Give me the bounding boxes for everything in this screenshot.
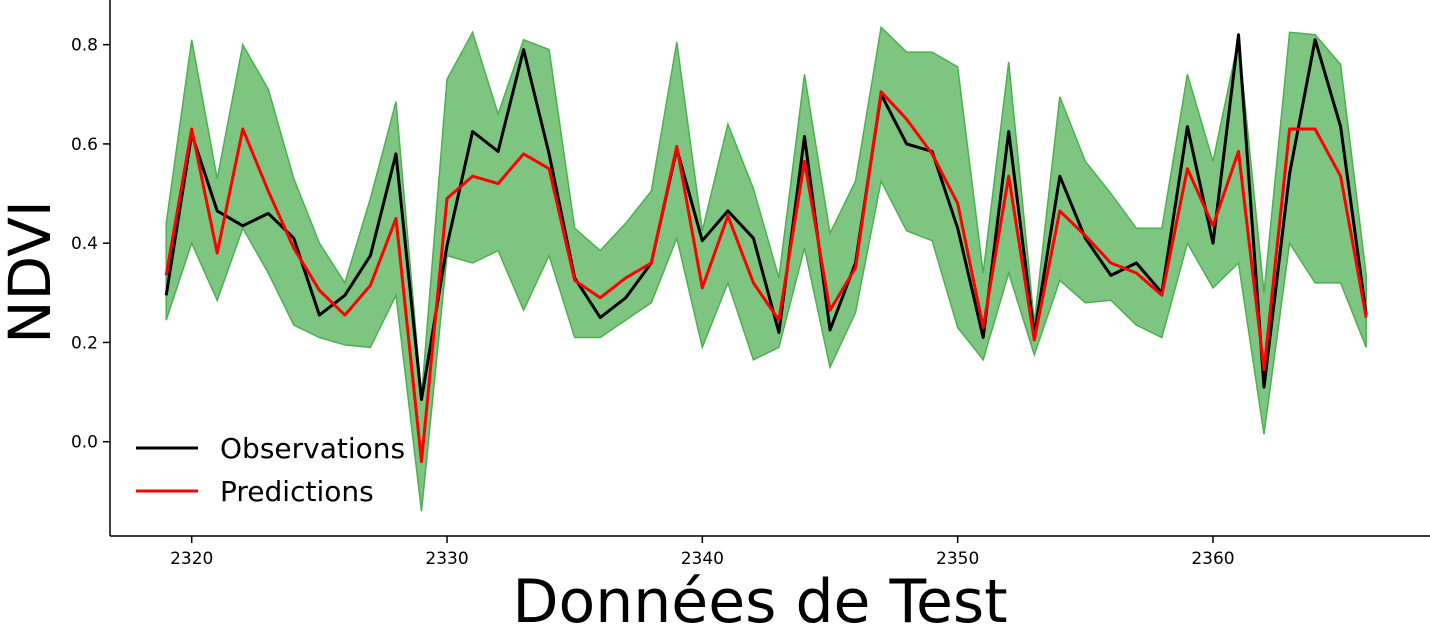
uncertainty-band-layer bbox=[165, 25, 1367, 512]
legend: Observations Predictions bbox=[136, 432, 405, 508]
series-line-observations bbox=[164, 33, 1368, 401]
x-tick-label: 2360 bbox=[1191, 549, 1234, 569]
axes bbox=[109, 0, 1430, 537]
y-tick-label: 0.4 bbox=[71, 234, 98, 254]
x-tick-label: 2350 bbox=[936, 549, 979, 569]
x-tick-label: 2340 bbox=[681, 549, 724, 569]
y-ticks: 0.0 0.2 0.4 0.6 0.8 bbox=[71, 36, 110, 453]
y-tick-label: 0.6 bbox=[71, 135, 98, 155]
x-ticks: 2320 2330 2340 2350 2360 bbox=[170, 536, 1235, 569]
y-tick-label: 0.2 bbox=[71, 333, 98, 353]
series-lines-layer bbox=[164, 33, 1368, 464]
uncertainty-band bbox=[165, 25, 1367, 512]
legend-label-predictions: Predictions bbox=[220, 475, 374, 508]
x-tick-label: 2320 bbox=[170, 549, 213, 569]
y-axis-label: NDVI bbox=[0, 200, 64, 344]
series-line-predictions bbox=[164, 90, 1368, 464]
x-axis-label: Données de Test bbox=[512, 567, 1007, 633]
y-tick-label: 0.0 bbox=[71, 433, 98, 453]
legend-label-observations: Observations bbox=[220, 432, 405, 465]
x-tick-label: 2330 bbox=[425, 549, 468, 569]
y-tick-label: 0.8 bbox=[71, 36, 98, 56]
